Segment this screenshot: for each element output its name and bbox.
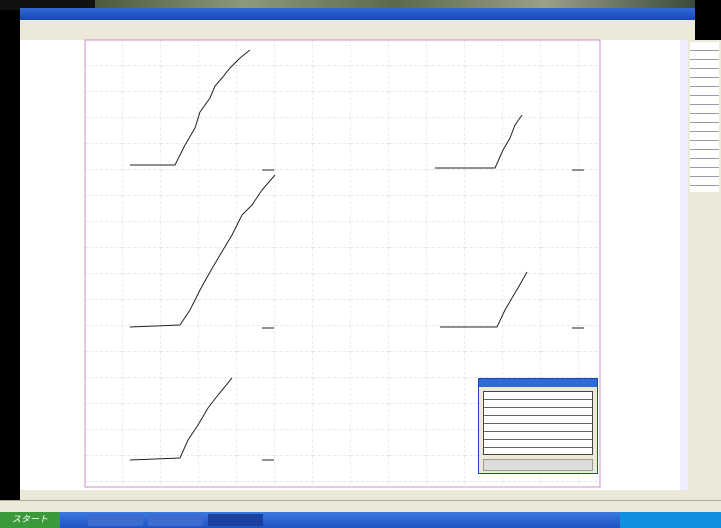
dialog-buttons[interactable] bbox=[483, 459, 593, 471]
dialog-title bbox=[479, 379, 597, 387]
dialog bbox=[478, 378, 598, 474]
screen: スタート bbox=[0, 0, 721, 528]
task[interactable] bbox=[88, 514, 143, 526]
tabs[interactable] bbox=[20, 490, 721, 500]
taskbar: スタート bbox=[0, 512, 721, 528]
drawing bbox=[0, 0, 721, 528]
dialog-table bbox=[483, 391, 593, 455]
side-buttons[interactable] bbox=[690, 42, 719, 192]
side-panel bbox=[688, 40, 721, 490]
task[interactable] bbox=[208, 514, 263, 526]
task[interactable] bbox=[148, 514, 203, 526]
scrollbar bbox=[680, 40, 688, 490]
start-button[interactable]: スタート bbox=[0, 512, 60, 528]
tray bbox=[620, 512, 721, 528]
